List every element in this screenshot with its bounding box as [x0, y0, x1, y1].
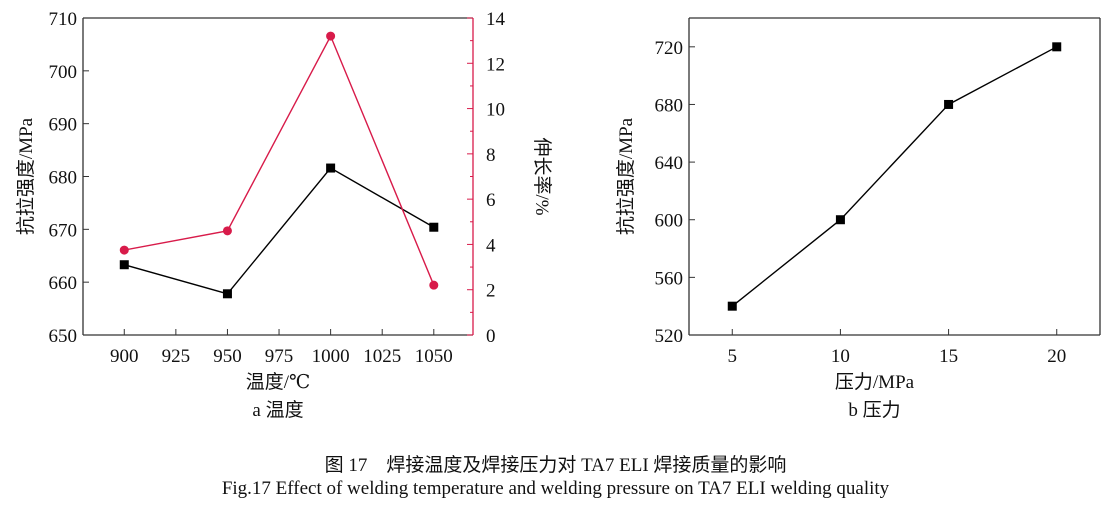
panel-label: b 压力 [848, 399, 900, 421]
x-tick-label: 20 [1047, 346, 1066, 367]
data-point [835, 215, 845, 225]
x-tick-label: 975 [265, 346, 294, 367]
y-axis-label: 抗拉强度/MPa [15, 117, 37, 235]
y-tick-label: 700 [49, 62, 78, 83]
y-tick-label: 600 [655, 211, 684, 232]
y2-tick-label: 12 [486, 54, 505, 75]
caption-en: Fig.17 Effect of welding temperature and… [221, 478, 890, 499]
y2-tick-label: 6 [486, 190, 496, 211]
y-tick-label: 670 [49, 220, 78, 241]
y-tick-label: 520 [655, 326, 684, 347]
y-tick-label: 560 [655, 268, 684, 289]
data-point [429, 222, 439, 232]
panel-label: a 温度 [252, 399, 303, 421]
chart-a: 900 925 950 975 1000 1025 10506506606706806907… [15, 9, 553, 421]
data-point [1052, 42, 1062, 52]
x-axis-label: 温度/℃ [246, 371, 311, 393]
series-line-1 [124, 34, 435, 286]
x-tick-label: 1025 [363, 346, 401, 367]
y2-tick-label: 10 [486, 100, 505, 121]
x-axis-label: 压力/MPa [835, 371, 915, 393]
data-point [222, 226, 232, 236]
x-tick-label: 900 [110, 346, 139, 367]
series-line-0 [731, 46, 1058, 307]
y-tick-label: 680 [655, 95, 684, 116]
y2-tick-label: 0 [486, 326, 496, 347]
data-point [326, 31, 336, 41]
data-point [429, 280, 439, 290]
caption-cn: 图 17 焊接温度及焊接压力对 TA7 ELI 焊接质量的影响 [324, 455, 787, 476]
y2-tick-label: 14 [486, 9, 506, 30]
y2-tick-label: 2 [486, 281, 496, 302]
y-tick-label: 710 [49, 9, 78, 30]
x-tick-label: 15 [939, 346, 958, 367]
y-tick-label: 680 [49, 168, 78, 189]
y-tick-label: 720 [655, 38, 684, 59]
y2-tick-label: 4 [486, 235, 496, 256]
x-tick-label: 950 [213, 346, 242, 367]
data-point [119, 260, 129, 270]
data-point [326, 163, 336, 173]
x-tick-label: 5 [728, 346, 738, 367]
x-tick-label: 1050 [415, 346, 453, 367]
y-axis-label: 抗拉强度/MPa [615, 117, 637, 235]
y2-axis-label: 伸长率/% [531, 137, 553, 215]
y-tick-label: 650 [49, 326, 78, 347]
data-point [727, 301, 737, 311]
y-tick-label: 690 [49, 115, 78, 136]
x-tick-label: 1000 [312, 346, 350, 367]
chart-b: 5 10 15 20 520 560 600 640 680 720 抗拉强度/MPa 压力/MPa b… [615, 17, 1101, 421]
series-line-0 [124, 167, 435, 295]
data-point [944, 99, 954, 109]
data-point [119, 245, 129, 255]
x-tick-label: 925 [162, 346, 191, 367]
figure: 900 925 950 975 1000 1025 10506506606706806907… [15, 9, 1101, 421]
x-tick-label: 10 [831, 346, 850, 367]
y-tick-label: 640 [655, 153, 684, 174]
data-point [222, 289, 232, 299]
y-tick-label: 660 [49, 273, 78, 294]
y2-tick-label: 8 [486, 145, 496, 166]
